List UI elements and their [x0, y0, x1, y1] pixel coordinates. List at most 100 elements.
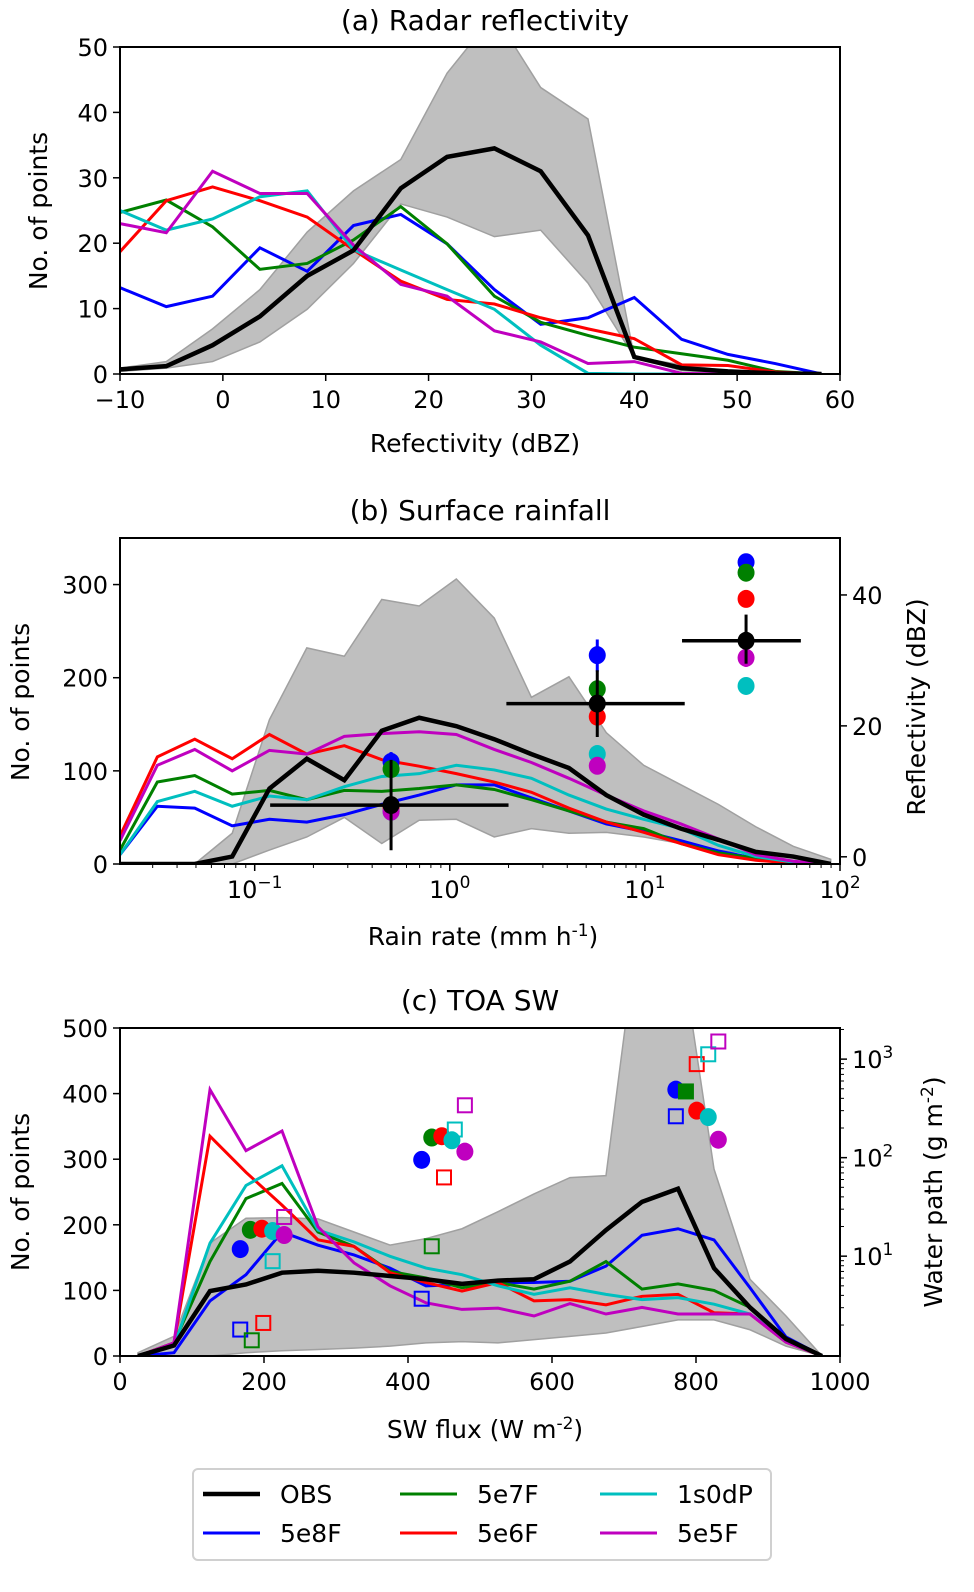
y-tick-label: 500: [62, 1015, 108, 1043]
legend-label: 1s0dP: [677, 1480, 753, 1509]
y-tick-label: 50: [77, 34, 108, 62]
x-tick-label: 60: [825, 386, 856, 414]
y-tick-label: 200: [62, 1212, 108, 1240]
marker-5e8f-circle: [588, 646, 606, 665]
y-tick-label: 300: [62, 1146, 108, 1174]
marker-5e7f-circle: [737, 563, 755, 582]
series-line-obs: [120, 715, 832, 864]
x-tick-label-base: 10: [624, 876, 655, 904]
x-tick-label: 400: [385, 1368, 431, 1396]
marker-5e6f-circle: [737, 589, 755, 608]
marker-5e5f-circle: [275, 1226, 293, 1245]
y-right-tick-label-base: 10: [852, 1046, 883, 1074]
panel-b-plot-area: [120, 577, 832, 864]
y-tick-label: 40: [77, 99, 108, 127]
legend-item-5e8f: 5e8F: [203, 1519, 342, 1548]
marker-5e5f-square: [710, 1033, 727, 1050]
legend-item-1s0dp: 1s0dP: [600, 1480, 753, 1509]
legend-box: [192, 1468, 772, 1561]
x-tick-label: 0: [215, 386, 230, 414]
x-tick-label-exp: 1: [655, 873, 666, 893]
panel-a-title: (a) Radar reflectivity: [341, 4, 629, 37]
y-tick-label: 100: [62, 758, 108, 786]
panel-b-title: (b) Surface rainfall: [350, 494, 611, 527]
obs-range-shading: [120, 47, 822, 374]
marker-1s0dp-square: [700, 1046, 717, 1063]
y-right-tick-label-exp: 2: [883, 1142, 894, 1162]
legend-item-5e6f: 5e6F: [400, 1519, 539, 1548]
y-right-tick-label-exp: 3: [883, 1043, 894, 1063]
marker-5e7f-square-filled: [677, 1083, 694, 1100]
legend-item-5e5f: 5e5F: [600, 1519, 739, 1548]
panel-b-surface-rainfall: (b) Surface rainfall Rain rate (mm h-1) …: [6, 494, 931, 951]
x-tick-label: 10−1: [227, 873, 283, 904]
obs-range-shading: [137, 1028, 824, 1356]
panel-c-xlabel: SW flux (W m-2): [387, 1414, 583, 1444]
series-line-5e8f: [120, 783, 831, 864]
panel-c-ylabel-right-text: Water path (g m: [919, 1103, 948, 1308]
x-tick-label: 100: [429, 873, 470, 904]
series-line-5e6f: [137, 1133, 823, 1356]
x-tick-label: 40: [619, 386, 650, 414]
panel-b-xlabel-sup: -1: [572, 921, 589, 941]
series-line-5e7f: [137, 1181, 823, 1356]
panel-c-toa-sw: (c) TOA SW SW flux (W m-2) No. of points…: [6, 984, 948, 1444]
series-line-5e5f: [137, 1085, 823, 1356]
x-tick-label: 200: [241, 1368, 287, 1396]
legend-item-5e7f: 5e7F: [400, 1480, 539, 1509]
x-tick-label-exp: 0: [460, 873, 471, 893]
marker-5e6f-square: [688, 1056, 705, 1073]
marker-1s0dp-square: [446, 1121, 463, 1138]
x-tick-label: 102: [819, 873, 860, 904]
x-tick-label: 800: [673, 1368, 719, 1396]
panel-c-title: (c) TOA SW: [401, 984, 559, 1017]
panel-b-ylabel-right: Reflectivity (dBZ): [902, 598, 931, 815]
obs-range-shading: [120, 577, 832, 864]
y-right-tick-label: 102: [852, 1142, 893, 1173]
marker-5e5f-square: [456, 1097, 473, 1114]
x-tick-label: 20: [413, 386, 444, 414]
marker-5e8f-circle: [413, 1150, 431, 1169]
y-right-tick-label-base: 10: [852, 1145, 883, 1173]
series-line-1s0dp: [120, 189, 822, 374]
marker-5e8f-square: [232, 1321, 249, 1338]
marker-5e8f-circle: [231, 1240, 249, 1259]
legend-label: 5e6F: [477, 1519, 539, 1548]
y-right-tick-label: 101: [852, 1240, 893, 1271]
x-tick-label: 50: [722, 386, 753, 414]
marker-obs-circle: [382, 796, 400, 815]
x-tick-label: 1000: [809, 1368, 870, 1396]
x-tick-label: 101: [624, 873, 665, 904]
panel-b-axes-frame: [119, 537, 841, 865]
panel-b-xlabel: Rain rate (mm h-1): [368, 921, 599, 951]
panel-c-ylabel-right-end: ): [919, 1076, 948, 1086]
marker-5e7f-square: [423, 1238, 440, 1255]
panel-c-xlabel-text: SW flux (W m: [387, 1415, 557, 1444]
panel-c-axes-frame: [119, 1027, 841, 1357]
marker-5e5f-circle: [709, 1130, 727, 1149]
y-tick-label: 300: [62, 572, 108, 600]
panel-c-plot-area: [137, 1028, 824, 1356]
panel-b-xlabel-text: Rain rate (mm h: [368, 922, 572, 951]
panel-c-xlabel-sup: -2: [556, 1414, 573, 1434]
panel-c-ylabel-right-sup: -2: [918, 1086, 938, 1103]
marker-5e7f-square: [243, 1332, 260, 1349]
x-tick-label: 0: [112, 1368, 127, 1396]
y-right-tick-label: 20: [852, 713, 883, 741]
legend-label: OBS: [280, 1480, 332, 1509]
marker-1s0dp-square: [264, 1253, 281, 1270]
y-right-tick-label: 0: [852, 844, 867, 872]
marker-5e8f-square: [667, 1108, 684, 1125]
x-tick-label: −10: [95, 386, 146, 414]
x-tick-label-base: 10: [429, 876, 460, 904]
legend-label: 5e7F: [477, 1480, 539, 1509]
x-tick-label: 10: [310, 386, 341, 414]
legend: OBS 5e8F 5e7F 5e6F 1s0dP 5e5F: [192, 1468, 772, 1561]
y-tick-label: 0: [93, 851, 108, 879]
series-line-obs: [137, 1185, 823, 1356]
panel-c-ylabel: No. of points: [6, 1113, 35, 1271]
x-tick-label-exp: −1: [257, 873, 282, 893]
panel-a-radar-reflectivity: (a) Radar reflectivity Refectivity (dBZ)…: [24, 4, 855, 458]
y-right-tick-label-base: 10: [852, 1243, 883, 1271]
y-right-tick-label: 103: [852, 1043, 893, 1074]
